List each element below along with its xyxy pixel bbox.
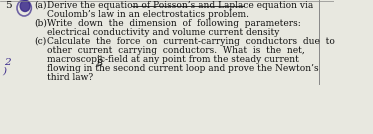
Text: (a): (a) [34,1,47,10]
Text: Coulomb’s law in an electrostatics problem.: Coulomb’s law in an electrostatics probl… [47,10,248,19]
Text: flowing in the second current loop and prove the Newton’s: flowing in the second current loop and p… [47,64,318,73]
Text: Calculate  the  force  on  current-carrying  conductors  due  to: Calculate the force on current-carrying … [47,37,335,46]
Text: macroscopic: macroscopic [47,55,107,64]
Text: (b): (b) [34,19,47,28]
Text: $\vec{B}$: $\vec{B}$ [96,55,103,69]
Text: 5: 5 [5,1,12,10]
Text: electrical conductivity and volume current density: electrical conductivity and volume curre… [47,28,279,37]
Text: Derive the equation of Poisson’s and Laplace equation via: Derive the equation of Poisson’s and Lap… [47,1,313,10]
Text: Write  down  the  dimension  of  following  parameters:: Write down the dimension of following pa… [47,19,300,28]
Circle shape [20,1,30,12]
Text: ): ) [3,67,7,76]
Text: 2: 2 [4,58,11,67]
Text: (c): (c) [34,37,46,46]
Text: -field at any point from the steady current: -field at any point from the steady curr… [105,55,299,64]
Text: other  current  carrying  conductors.  What  is  the  net,: other current carrying conductors. What … [47,46,304,55]
Text: third law?: third law? [47,73,93,82]
